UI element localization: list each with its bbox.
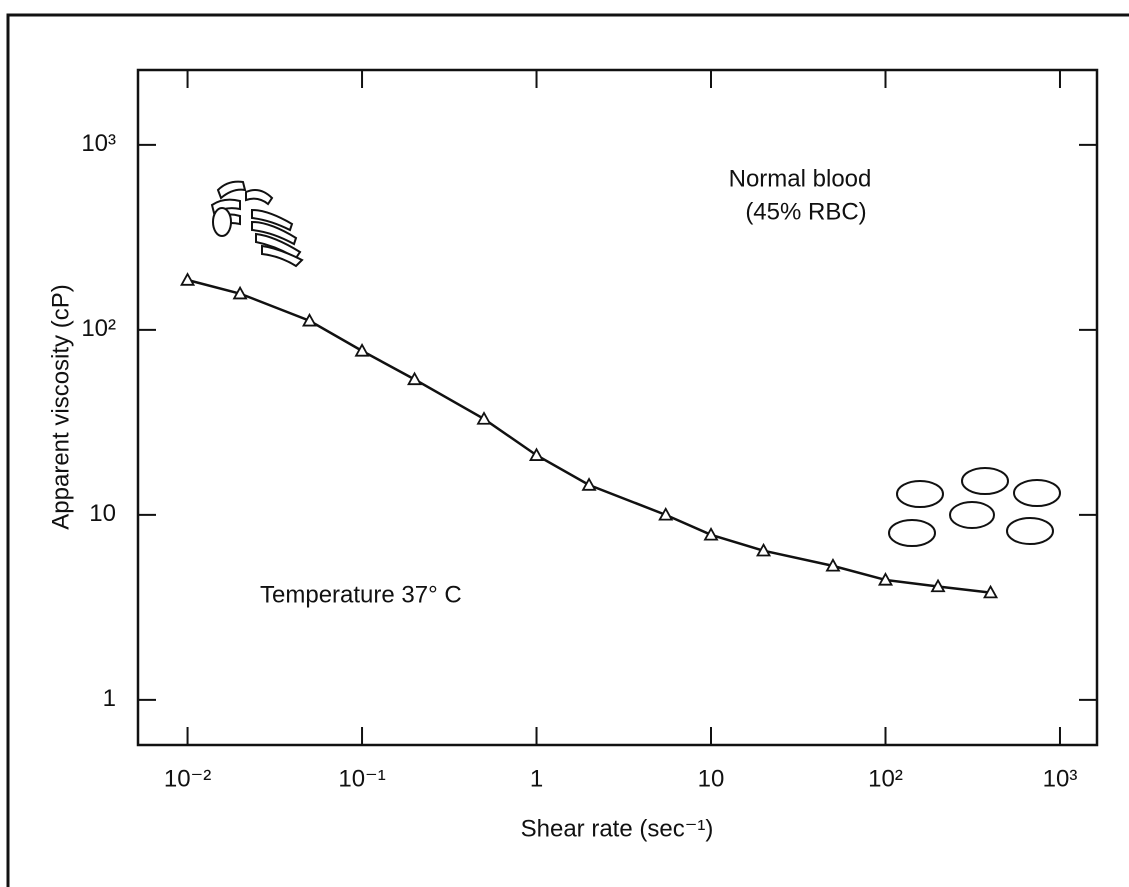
x-axis-label: Shear rate (sec⁻¹)	[521, 815, 714, 842]
marker	[407, 371, 423, 386]
marker	[930, 578, 946, 593]
y-tick-label: 1	[103, 685, 116, 712]
marker	[180, 272, 196, 286]
marker	[756, 542, 772, 557]
marker	[476, 411, 492, 425]
annotation: Normal blood	[729, 165, 872, 192]
plot-frame	[136, 68, 1099, 747]
x-tick-label: 10	[698, 765, 725, 792]
marker	[528, 447, 545, 461]
marker	[877, 572, 894, 586]
annotation: Temperature 37° C	[260, 581, 462, 608]
marker	[703, 526, 719, 541]
marker	[581, 477, 597, 491]
y-axis-label: Apparent viscosity (cP)	[47, 284, 74, 529]
marker	[232, 285, 248, 300]
y-tick-label: 10	[89, 500, 116, 527]
marker	[825, 558, 841, 572]
marker	[658, 507, 674, 521]
marker	[354, 343, 370, 357]
x-tick-label: 1	[530, 765, 543, 792]
x-tick-label: 10³	[1043, 765, 1078, 792]
annotation: (45% RBC)	[745, 198, 866, 225]
rouleaux-icon	[210, 180, 304, 268]
y-tick-label: 10³	[81, 130, 116, 157]
page-border	[6, 13, 1129, 887]
x-tick-label: 10²	[868, 765, 903, 792]
curve	[187, 278, 991, 594]
marker	[983, 584, 999, 599]
x-tick-label: 10⁻²	[164, 765, 211, 792]
rbc-icon	[888, 467, 1061, 547]
x-tick-label: 10⁻¹	[338, 765, 385, 792]
marker	[301, 312, 318, 327]
y-tick-label: 10²	[81, 315, 116, 342]
